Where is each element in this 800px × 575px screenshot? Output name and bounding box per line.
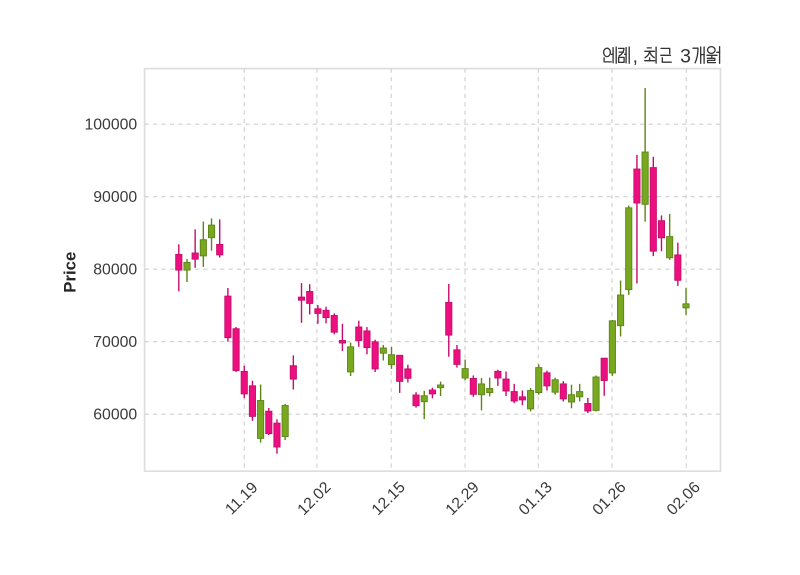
svg-text:60000: 60000 bbox=[93, 407, 137, 424]
svg-text:100000: 100000 bbox=[84, 117, 137, 134]
svg-text:70000: 70000 bbox=[93, 334, 137, 351]
svg-text:80000: 80000 bbox=[93, 262, 137, 279]
svg-text:,: , bbox=[633, 46, 638, 67]
svg-text:90000: 90000 bbox=[93, 189, 137, 206]
svg-text:Price: Price bbox=[60, 252, 79, 293]
svg-text:3: 3 bbox=[680, 46, 691, 68]
